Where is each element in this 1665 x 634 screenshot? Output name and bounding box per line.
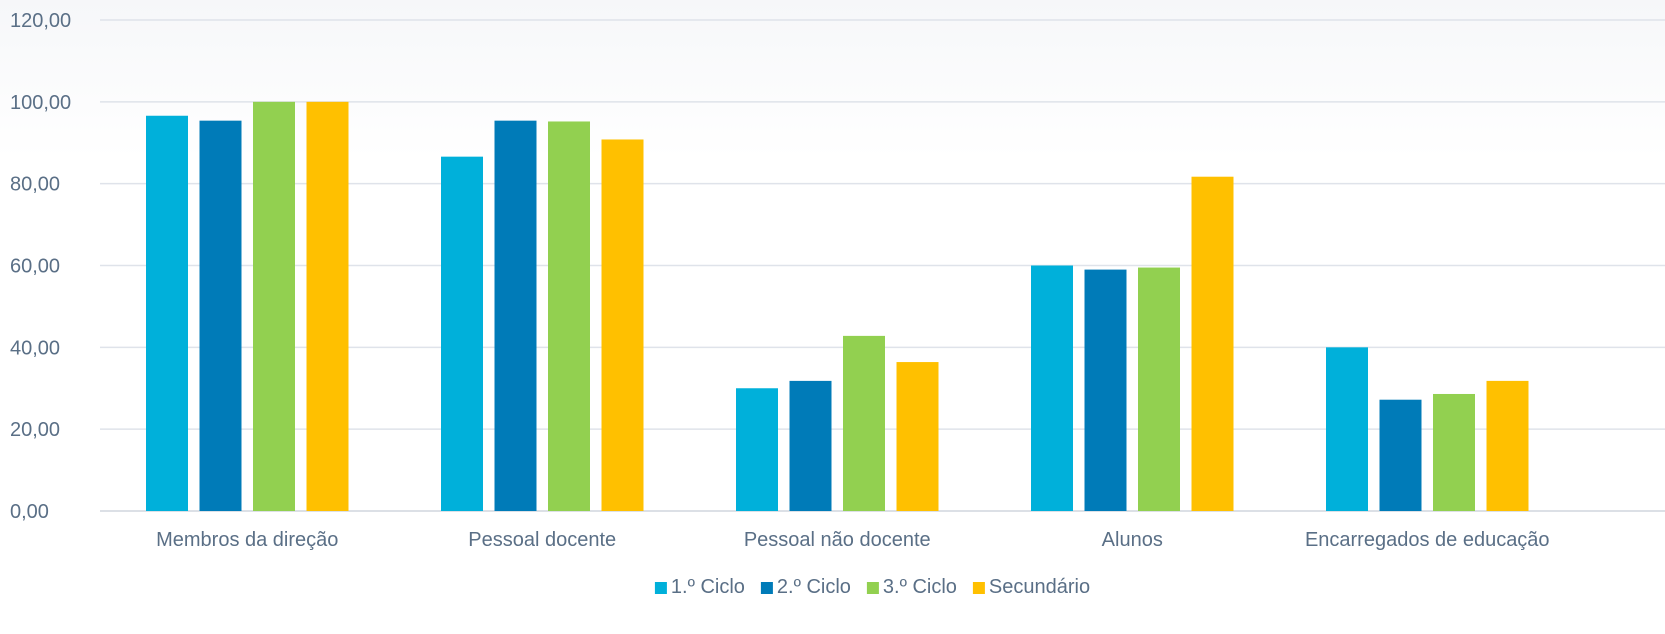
y-tick-label: 0,00 xyxy=(10,501,49,523)
legend-item: 1.º Ciclo xyxy=(654,576,745,598)
legend-item: Secundário xyxy=(972,576,1090,598)
bar xyxy=(736,388,778,511)
x-axis-labels: Membros da direção Pessoal docente Pessoal… xyxy=(156,529,1549,551)
legend-swatch xyxy=(654,582,667,594)
bar xyxy=(1191,176,1234,512)
legend-swatch xyxy=(760,582,773,594)
bar xyxy=(1326,347,1368,511)
legend-label: 3.º Ciclo xyxy=(883,576,957,598)
bar xyxy=(1084,269,1127,511)
bar xyxy=(1486,380,1529,511)
bar xyxy=(441,156,483,511)
legend: 1.º Ciclo 2.º Ciclo 3.º Ciclo Secundário xyxy=(654,576,1090,598)
bar xyxy=(896,362,939,511)
y-tick-label: 120,00 xyxy=(10,10,71,32)
legend-swatch xyxy=(972,582,985,594)
bar xyxy=(1433,393,1475,511)
bar xyxy=(494,120,537,511)
y-tick-label: 40,00 xyxy=(10,337,60,359)
x-category-label: Pessoal docente xyxy=(468,529,616,551)
bar xyxy=(1031,265,1073,511)
bar xyxy=(1138,267,1180,511)
bar xyxy=(146,115,188,512)
bar xyxy=(253,101,295,511)
legend-item: 3.º Ciclo xyxy=(866,576,957,598)
x-category-label: Alunos xyxy=(1102,529,1163,551)
x-category-label: Pessoal não docente xyxy=(744,529,931,551)
y-tick-label: 80,00 xyxy=(10,174,60,196)
bar xyxy=(843,335,885,511)
bars xyxy=(146,101,1529,512)
bar xyxy=(789,380,832,511)
y-tick-label: 60,00 xyxy=(10,256,60,278)
bar xyxy=(306,101,349,511)
y-tick-label: 20,00 xyxy=(10,419,60,441)
bar xyxy=(199,120,242,511)
legend-swatch xyxy=(866,582,879,594)
y-tick-label: 100,00 xyxy=(10,92,71,114)
bar xyxy=(601,139,644,511)
legend-item: 2.º Ciclo xyxy=(760,576,851,598)
legend-label: Secundário xyxy=(989,576,1090,598)
bar xyxy=(548,121,590,512)
x-category-label: Membros da direção xyxy=(156,529,338,551)
y-axis-ticks: 0,00 20,00 40,00 60,00 80,00 100,00 120,00 xyxy=(10,10,71,523)
x-category-label: Encarregados de educação xyxy=(1305,529,1550,551)
legend-label: 2.º Ciclo xyxy=(777,576,851,598)
legend-label: 1.º Ciclo xyxy=(671,576,745,598)
bar xyxy=(1379,399,1422,511)
